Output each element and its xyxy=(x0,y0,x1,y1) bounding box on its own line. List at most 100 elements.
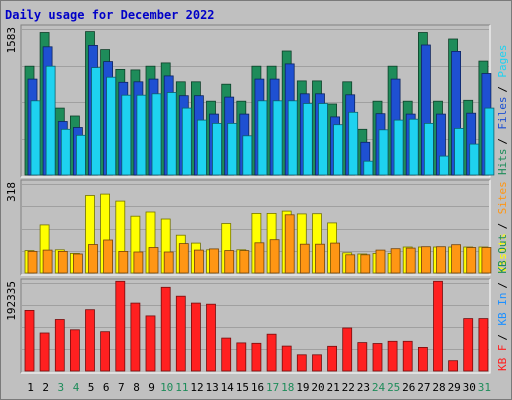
bar-visitors-sites-23 xyxy=(360,254,371,274)
bar-visitors-sites-26 xyxy=(405,247,416,274)
bar-volume-kb-f-15 xyxy=(236,342,247,372)
x-tick-label-24: 24 xyxy=(372,381,386,394)
bar-visitors-sites-24 xyxy=(375,249,386,274)
x-tick-label-3: 3 xyxy=(57,381,64,394)
bar-requests-pages-24 xyxy=(378,129,389,176)
x-tick-label-29: 29 xyxy=(448,381,461,394)
bar-requests-pages-2 xyxy=(45,65,56,176)
x-tick-label-19: 19 xyxy=(296,381,309,394)
panel-volume-legend-separator: / xyxy=(496,334,509,341)
bar-visitors-sites-3 xyxy=(57,250,68,274)
x-tick-label-9: 9 xyxy=(148,381,155,394)
bar-requests-pages-27 xyxy=(423,123,434,176)
x-tick-label-26: 26 xyxy=(402,381,415,394)
bar-volume-kb-f-25 xyxy=(387,340,398,372)
bar-volume-kb-f-4 xyxy=(70,329,80,372)
bar-volume-kb-f-11 xyxy=(175,295,186,372)
chart-panels: 1583 Hits / Files / Pages 318 Visits / Sites 19233… xyxy=(5,24,509,374)
x-tick-label-11: 11 xyxy=(175,381,188,394)
bar-visitors-sites-5 xyxy=(88,244,98,274)
panel-visitors-bevel-light xyxy=(21,180,491,276)
bar-volume-kb-f-16 xyxy=(251,342,262,372)
bar-visitors-sites-8 xyxy=(133,251,144,274)
bar-visitors-sites-10 xyxy=(163,251,174,274)
x-tick-label-16: 16 xyxy=(251,381,264,394)
bar-volume-kb-f-5 xyxy=(85,309,95,372)
bar-volume-kb-f-3 xyxy=(54,319,65,372)
bar-visitors-sites-7 xyxy=(118,250,129,274)
x-axis-labels: 1 2 3 4 5 6 7 8 9 10 11 12 13 14 15 16 17 18 19 20 21 22 23 24 2… xyxy=(27,381,491,394)
series-pages xyxy=(30,65,495,176)
bar-volume-kb-f-14 xyxy=(221,337,232,372)
bar-requests-pages-20 xyxy=(318,103,328,176)
bar-volume-kb-f-28 xyxy=(433,280,443,372)
bar-visitors-sites-18 xyxy=(284,214,295,274)
bar-requests-pages-23 xyxy=(363,160,374,176)
bar-volume-kb-f-10 xyxy=(160,286,171,372)
bar-requests-pages-13 xyxy=(212,123,222,176)
bar-requests-pages-19 xyxy=(302,103,313,176)
bar-volume-kb-f-20 xyxy=(312,354,322,372)
bar-visitors-sites-31 xyxy=(481,247,492,274)
bar-requests-pages-22 xyxy=(348,111,359,176)
panel-visitors-legend-sites: Sites xyxy=(496,181,509,214)
bar-requests-pages-18 xyxy=(287,100,298,176)
bar-requests-pages-15 xyxy=(242,135,253,176)
panel-requests: 1583 Hits / Files / Pages xyxy=(5,24,509,178)
bar-requests-pages-12 xyxy=(196,119,207,176)
bar-visitors-sites-4 xyxy=(73,253,83,274)
x-tick-label-27: 27 xyxy=(417,381,430,394)
bar-volume-kb-f-17 xyxy=(266,333,277,372)
bar-visitors-sites-19 xyxy=(299,243,310,274)
x-tick-label-8: 8 xyxy=(133,381,140,394)
x-tick-label-20: 20 xyxy=(311,381,324,394)
chart-title: Daily usage for December 2022 xyxy=(5,8,215,22)
x-tick-label-17: 17 xyxy=(266,381,279,394)
panel-volume: 192335 KB F / KB In / KB Out xyxy=(5,234,509,374)
x-tick-label-13: 13 xyxy=(205,381,218,394)
bar-requests-pages-5 xyxy=(91,67,101,176)
bar-visitors-sites-1 xyxy=(27,250,38,274)
bar-visitors-sites-28 xyxy=(436,246,446,274)
panel-requests-bevel-dark xyxy=(20,24,490,177)
bar-requests-pages-29 xyxy=(454,127,465,176)
bar-requests-pages-30 xyxy=(469,143,480,176)
bar-volume-kb-f-7 xyxy=(115,280,126,372)
bar-requests-pages-9 xyxy=(151,93,162,176)
x-tick-label-14: 14 xyxy=(221,381,235,394)
bar-visitors-sites-13 xyxy=(209,248,219,274)
bar-visitors-sites-12 xyxy=(193,249,204,274)
x-tick-label-12: 12 xyxy=(190,381,203,394)
panel-requests-legend-pages: Pages xyxy=(496,44,509,77)
bar-visitors-sites-17 xyxy=(269,239,280,274)
bar-requests-pages-25 xyxy=(393,119,404,176)
x-tick-label-31: 31 xyxy=(478,381,491,394)
bar-visitors-sites-22 xyxy=(345,254,356,274)
series-sites xyxy=(27,214,492,274)
bar-volume-kb-f-13 xyxy=(206,303,216,372)
bar-visitors-sites-30 xyxy=(466,247,477,274)
panel-requests-legend-hits: Hits xyxy=(496,149,509,176)
panel-volume-bevel-light xyxy=(21,279,491,374)
panel-visitors-legend-separator: / xyxy=(496,223,509,230)
bar-requests-pages-16 xyxy=(257,100,268,176)
bar-requests-pages-7 xyxy=(121,94,132,176)
x-tick-label-23: 23 xyxy=(357,381,370,394)
x-tick-label-2: 2 xyxy=(42,381,49,394)
bar-visitors-sites-25 xyxy=(390,248,401,274)
x-tick-label-21: 21 xyxy=(326,381,339,394)
bar-volume-kb-f-23 xyxy=(357,342,368,372)
x-tick-label-30: 30 xyxy=(463,381,476,394)
bar-requests-pages-1 xyxy=(30,100,41,176)
series-kb-f xyxy=(24,280,489,372)
bar-volume-kb-f-22 xyxy=(342,327,353,372)
bar-volume-kb-f-30 xyxy=(463,318,474,372)
bar-volume-kb-f-1 xyxy=(24,309,35,372)
x-tick-label-28: 28 xyxy=(432,381,445,394)
panel-volume-legend-kb-in: KB In xyxy=(496,292,509,325)
bar-volume-kb-f-2 xyxy=(39,332,50,372)
bar-requests-pages-14 xyxy=(227,123,238,176)
x-tick-label-10: 10 xyxy=(160,381,173,394)
bar-volume-kb-f-24 xyxy=(372,343,383,372)
bar-visitors-sites-6 xyxy=(103,239,113,274)
